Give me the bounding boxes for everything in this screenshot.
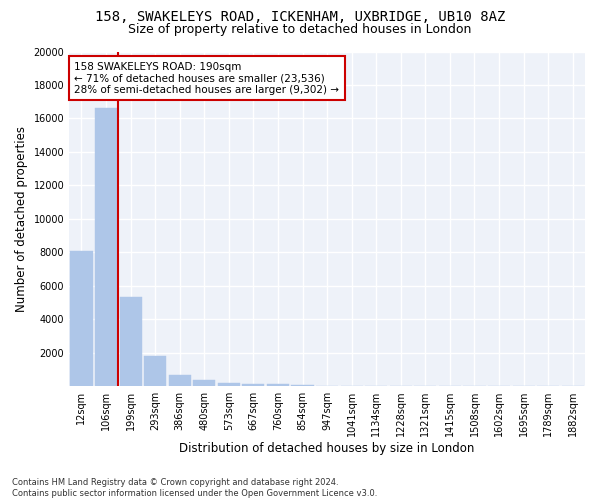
Bar: [267, 384, 289, 386]
Bar: [193, 380, 215, 386]
X-axis label: Distribution of detached houses by size in London: Distribution of detached houses by size …: [179, 442, 475, 455]
Bar: [242, 384, 265, 386]
Bar: [292, 384, 314, 386]
Bar: [144, 356, 166, 386]
Bar: [70, 250, 92, 386]
Bar: [95, 108, 117, 386]
Text: Size of property relative to detached houses in London: Size of property relative to detached ho…: [128, 22, 472, 36]
Text: 158 SWAKELEYS ROAD: 190sqm
← 71% of detached houses are smaller (23,536)
28% of : 158 SWAKELEYS ROAD: 190sqm ← 71% of deta…: [74, 62, 340, 94]
Y-axis label: Number of detached properties: Number of detached properties: [15, 126, 28, 312]
Bar: [169, 375, 191, 386]
Text: Contains HM Land Registry data © Crown copyright and database right 2024.
Contai: Contains HM Land Registry data © Crown c…: [12, 478, 377, 498]
Bar: [218, 382, 240, 386]
Text: 158, SWAKELEYS ROAD, ICKENHAM, UXBRIDGE, UB10 8AZ: 158, SWAKELEYS ROAD, ICKENHAM, UXBRIDGE,…: [95, 10, 505, 24]
Bar: [119, 298, 142, 386]
